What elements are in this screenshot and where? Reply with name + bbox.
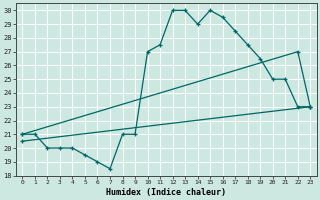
- X-axis label: Humidex (Indice chaleur): Humidex (Indice chaleur): [106, 188, 226, 197]
